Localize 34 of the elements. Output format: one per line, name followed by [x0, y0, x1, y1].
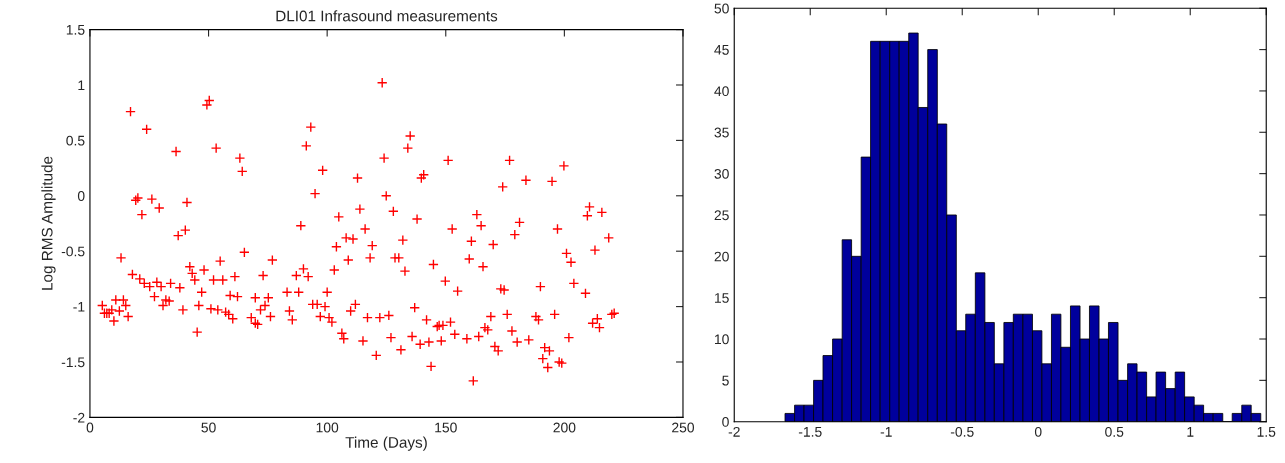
y-tick-label: 45: [714, 45, 729, 55]
x-tick-label: 100: [316, 422, 339, 433]
y-tick-label: 15: [715, 293, 729, 303]
y-tick-label: 5: [722, 375, 729, 386]
x-tick-label: 200: [553, 422, 576, 433]
y-tick-label: 10: [715, 334, 729, 345]
y-tick-label: 35: [714, 127, 729, 138]
x-tick-label: 1: [1187, 427, 1194, 437]
x-tick-label: 0.5: [1105, 426, 1124, 437]
x-tick-label: 1.5: [1257, 427, 1276, 437]
y-tick-label: 1.5: [66, 25, 85, 35]
y-tick-label: -0.5: [61, 246, 85, 257]
y-tick-label: -2: [73, 412, 85, 423]
y-tick-label: 40: [714, 86, 729, 97]
x-tick-label: 0: [1034, 426, 1042, 437]
y-tick-label: 20: [714, 251, 729, 262]
y-tick-label: -1.5: [61, 357, 85, 368]
chart-title: DLI01 Infrasound measurements: [276, 10, 498, 22]
y-tick-label: 25: [714, 210, 729, 221]
x-tick-label: -1: [880, 427, 892, 437]
y-tick-label: 30: [714, 168, 729, 179]
y-tick-label: -1: [73, 302, 85, 312]
x-axis-title: Time (Days): [345, 436, 427, 451]
y-tick-label: 0.5: [66, 135, 85, 146]
y-tick-label: 1: [78, 80, 85, 91]
y-tick-label: 50: [714, 3, 729, 14]
x-tick-label: 50: [201, 422, 216, 433]
x-tick-label: -0.5: [950, 426, 974, 437]
y-tick-label: 0: [77, 191, 85, 201]
x-tick-label: 150: [435, 422, 457, 433]
x-tick-label: 250: [672, 422, 695, 433]
x-tick-label: 0: [86, 422, 94, 433]
y-axis-title: Log RMS Amplitude: [41, 156, 56, 290]
x-tick-label: -1.5: [798, 427, 822, 437]
